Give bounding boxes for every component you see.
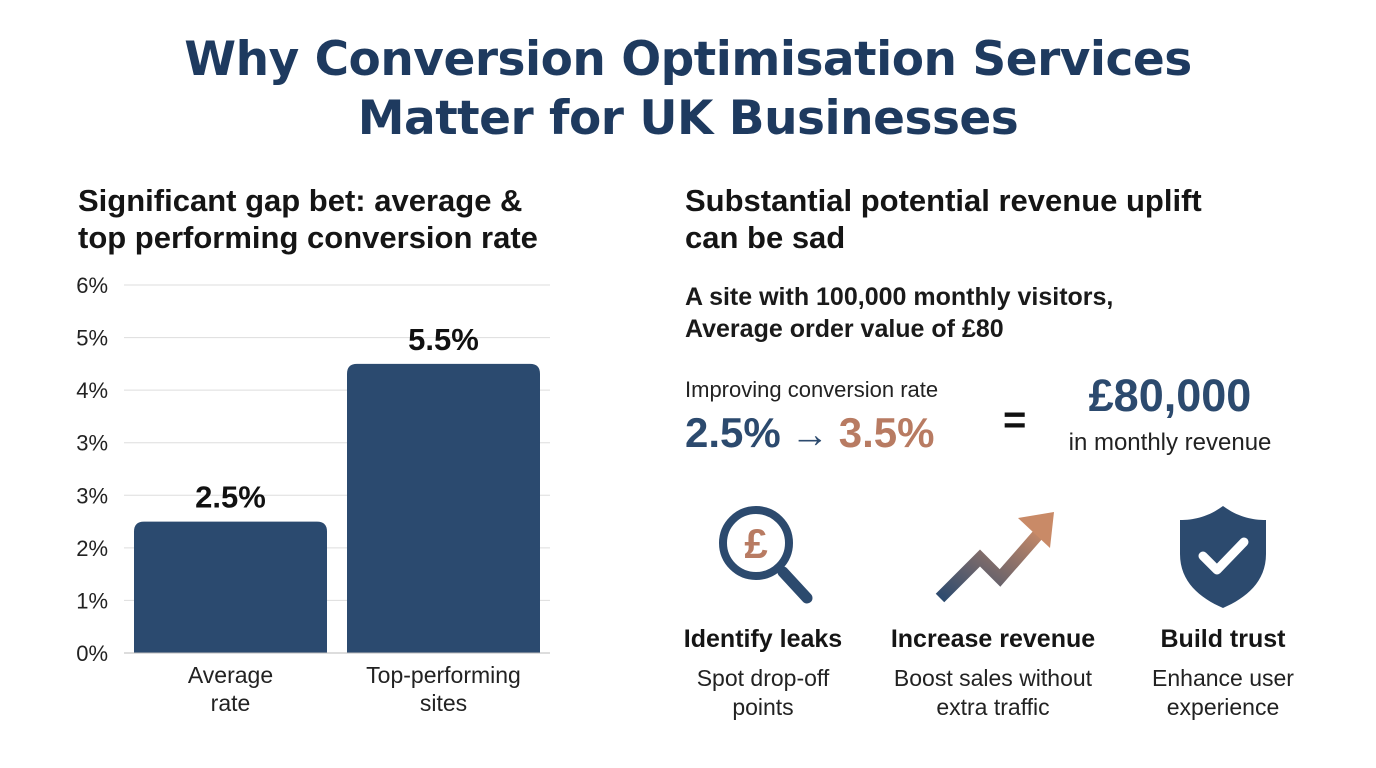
x-tick-label: sites (420, 690, 467, 716)
feature-build-trust: Build trust Enhance user experience (1108, 500, 1338, 722)
bar (347, 363, 540, 653)
page-title-line-1: Why Conversion Optimisation Services (184, 32, 1192, 87)
shield-check-icon (1180, 506, 1266, 608)
x-tick-label: Top-performing (366, 662, 521, 688)
feature-description: Boost sales without extra traffic (878, 664, 1108, 722)
feature-title: Increase revenue (890, 625, 1096, 653)
pound-symbol: £ (744, 520, 767, 567)
revenue-heading-line-2: can be sad (685, 220, 846, 255)
y-tick-label: 3% (76, 483, 108, 508)
feature-description-line-2: experience (1166, 694, 1280, 720)
feature-description: Enhance user experience (1108, 664, 1338, 722)
y-tick-label: 5% (76, 326, 108, 351)
feature-description: Spot drop-off points (648, 664, 878, 722)
site-info-line-1: A site with 100,000 monthly visitors, (685, 283, 1114, 311)
rate-from: 2.5% (685, 409, 781, 456)
revenue-caption: in monthly revenue (1068, 429, 1272, 456)
chart-heading-line-1: Significant gap bet: average & (78, 183, 523, 218)
x-tick-label: rate (211, 690, 251, 716)
feature-description-line-1: Enhance user (1152, 665, 1294, 691)
feature-title: Identify leaks (683, 625, 843, 653)
revenue-heading-line-1: Substantial potential revenue uplift (685, 183, 1202, 218)
site-info-line-2: Average order value of £80 (685, 315, 1004, 343)
y-tick-label: 6% (76, 273, 108, 298)
y-tick-label: 3% (76, 431, 108, 456)
pound-magnifier-icon: £ (719, 506, 813, 604)
right-arrow-icon: → (790, 414, 829, 456)
bar (134, 521, 327, 653)
feature-identify-leaks: £ Identify leaks Spot drop-off points (648, 500, 878, 722)
feature-description-line-1: Spot drop-off (696, 665, 830, 691)
feature-description-line-2: points (732, 694, 794, 720)
trend-up-arrow-icon (935, 512, 1054, 603)
data-label: 5.5% (408, 322, 479, 357)
site-info: A site with 100,000 monthly visitors, Av… (685, 281, 1113, 345)
y-tick-label: 2% (76, 536, 108, 561)
page-title-line-2: Matter for UK Businesses (357, 91, 1019, 146)
revenue-heading: Substantial potential revenue uplift can… (685, 182, 1325, 256)
page-title: Why Conversion Optimisation Services Mat… (0, 30, 1376, 148)
feature-title: Build trust (1160, 625, 1286, 653)
y-tick-label: 0% (76, 641, 108, 666)
chart-heading: Significant gap bet: average & top perfo… (78, 182, 638, 256)
equals-sign: = (1003, 398, 1027, 442)
improvement-label: Improving conversion rate (685, 377, 939, 402)
feature-description-line-1: Boost sales without (893, 665, 1093, 691)
feature-increase-revenue: Increase revenue Boost sales without ext… (878, 500, 1108, 722)
y-tick-label: 4% (76, 378, 108, 403)
x-tick-label: Average (188, 662, 273, 688)
rate-to: 3.5% (838, 409, 935, 456)
y-tick-label: 1% (76, 588, 108, 613)
data-label: 2.5% (195, 480, 266, 515)
feature-description-line-2: extra traffic (936, 694, 1050, 720)
revenue-value: £80,000 (1088, 370, 1252, 421)
chart-heading-line-2: top performing conversion rate (78, 220, 538, 255)
rate-change: 2.5% → 3.5% (685, 408, 934, 460)
